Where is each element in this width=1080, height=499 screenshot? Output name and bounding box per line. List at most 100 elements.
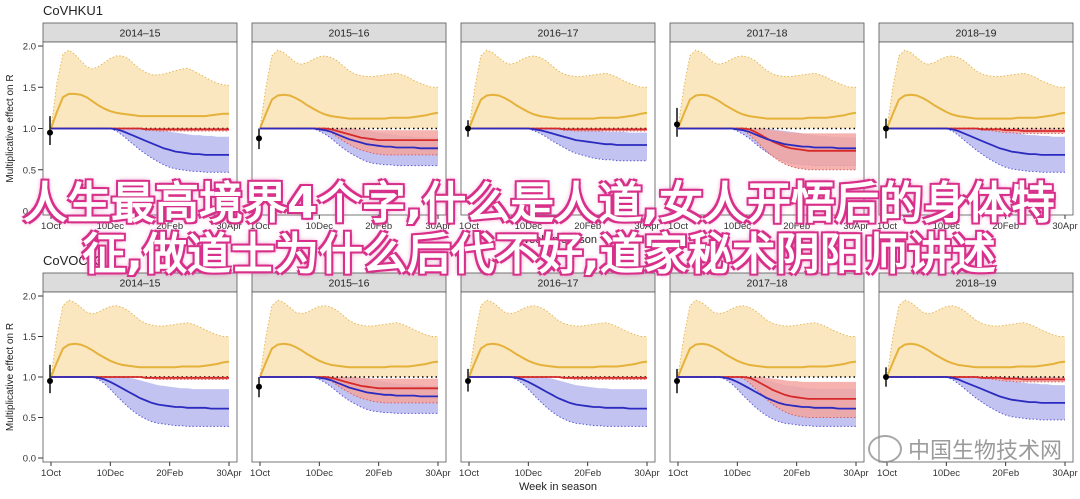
red-ci-lower [260,128,438,156]
x-tick-label: 30Apr [1052,221,1077,232]
x-axis-label: Week in season [519,234,597,246]
blue-mean-line [678,127,856,150]
watermark-text: 中国生物技术网 [907,439,1062,464]
start-point [883,374,889,380]
x-tick-label: 20Feb [783,221,810,232]
overall-mean-line [259,342,439,378]
blue-mean-line [678,376,856,410]
overall-mean-line [259,93,439,129]
overall-ci-upper [468,299,647,378]
overall-mean-line [50,92,229,129]
blue-mean-line [260,376,438,398]
x-tick-label: 10Dec [97,468,125,479]
x-tick-label: 1Oct [877,468,897,479]
overall-mean-line [677,342,857,378]
x-tick-label: 20Feb [574,221,601,232]
y-axis-label: Multiplicative effect on R [5,74,16,182]
x-tick-label: 1Oct [668,468,688,479]
overall-ci-band [678,50,856,129]
x-tick-label: 30Apr [425,221,450,232]
y-tick-label: 0.5 [23,413,36,424]
blue-ci-band [887,377,1065,420]
red-ci-lower [260,376,438,404]
facet-strip-label: 2014–15 [120,28,161,40]
overall-ci-upper [886,49,1065,129]
start-point [465,378,471,385]
y-tick-label: 1.0 [23,124,36,135]
y-tick-label: 2.0 [23,292,36,303]
wechat-icon [867,435,902,463]
x-tick-label: 10Dec [515,468,543,479]
x-tick-label: 20Feb [365,468,392,479]
facet-strip-label: 2016–17 [538,28,579,40]
start-point [883,125,889,132]
x-tick-label: 30Apr [216,468,241,479]
x-tick-label: 30Apr [216,221,241,232]
overall-mean-line [468,93,648,129]
y-tick-label: 0.0 [23,207,36,218]
x-tick-label: 10Dec [933,468,961,479]
overall-ci-upper [50,49,230,129]
x-tick-label: 30Apr [634,468,659,479]
overall-ci-upper [886,299,1065,378]
start-point [47,378,53,385]
y-axis-label: Multiplicative effect on R [5,323,16,431]
overall-ci-band [469,50,647,129]
facet-strip-label: 2018–19 [956,28,997,40]
blue-ci-band [887,128,1065,173]
red-ci-band [260,128,438,155]
blue-mean-line [887,376,1065,404]
x-tick-label: 20Feb [992,221,1019,232]
y-tick-label: 1.0 [23,373,36,384]
overall-ci-upper [259,49,438,129]
x-tick-label: 10Dec [97,221,125,232]
blue-ci-lower [260,128,438,167]
x-tick-label: 20Feb [992,468,1019,479]
x-tick-label: 10Dec [724,468,752,479]
overall-mean-line [50,342,230,378]
x-tick-label: 20Feb [574,468,601,479]
x-tick-label: 20Feb [365,221,392,232]
facet-strip-label: 2015–16 [329,278,370,290]
overall-mean-line [886,342,1066,378]
blue-mean-line [469,127,647,146]
facet-strip-label: 2014–15 [120,278,161,290]
x-tick-label: 30Apr [843,468,868,479]
x-tick-label: 10Dec [724,221,752,232]
x-tick-label: 20Feb [156,221,183,232]
x-tick-label: 10Dec [933,221,961,232]
x-tick-label: 30Apr [843,221,868,232]
x-tick-label: 10Dec [306,468,334,479]
x-tick-label: 1Oct [41,468,61,479]
start-point [465,125,471,132]
overall-ci-upper [677,49,856,129]
start-point [47,129,53,136]
start-point [674,378,680,385]
overall-ci-band [887,50,1065,129]
red-ci-band [260,377,438,403]
x-tick-label: 20Feb [783,468,810,479]
facet-strip-label: 2017–18 [747,28,788,40]
overall-ci-band [51,50,229,129]
x-tick-label: 30Apr [1052,468,1077,479]
blue-ci-band [469,377,647,427]
blue-ci-band [469,128,647,161]
y-tick-label: 0.0 [23,454,36,465]
overall-ci-upper [50,299,229,378]
blue-mean-line [51,376,229,410]
row-title: CoVHKU1 [43,3,103,18]
blue-ci-band [51,377,229,427]
overall-mean-line [886,93,1066,129]
overall-ci-band [678,300,856,377]
blue-ci-lower [887,376,1065,421]
blue-mean-line [469,376,647,410]
start-point [674,121,680,128]
blue-mean-line [887,127,1065,156]
x-tick-label: 30Apr [634,221,659,232]
y-tick-label: 1.5 [23,83,36,94]
overall-ci-upper [259,299,438,378]
blue-ci-band [51,128,229,173]
overall-mean-line [468,342,648,378]
x-tick-label: 1Oct [459,468,479,479]
